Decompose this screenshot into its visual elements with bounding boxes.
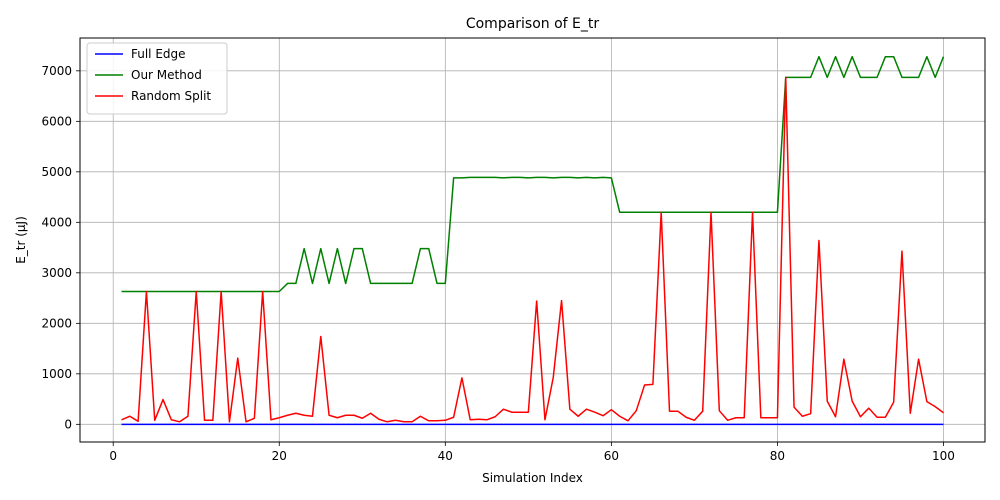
legend-label: Random Split [131, 89, 211, 103]
x-tick-label: 60 [604, 449, 619, 463]
chart-title: Comparison of E_tr [466, 16, 600, 32]
legend-label: Full Edge [131, 47, 186, 61]
y-tick-label: 5000 [41, 165, 72, 179]
x-tick-label: 0 [109, 449, 117, 463]
legend-label: Our Method [131, 68, 202, 82]
x-axis-label: Simulation Index [482, 471, 583, 485]
y-tick-label: 2000 [41, 316, 72, 330]
x-tick-label: 20 [272, 449, 287, 463]
x-tick-label: 80 [770, 449, 785, 463]
legend: Full Edge Our Method Random Split [86, 42, 228, 115]
y-tick-label: 0 [64, 417, 72, 431]
y-tick-label: 7000 [41, 64, 72, 78]
y-tick-label: 3000 [41, 266, 72, 280]
y-tick-label: 1000 [41, 367, 72, 381]
grid-lines [80, 38, 985, 442]
x-tick-label: 40 [438, 449, 453, 463]
axis-ticks: 0 20 40 60 80 1000100020003000400050006000700… [41, 64, 954, 463]
series-lines [121, 55, 945, 426]
y-tick-label: 6000 [41, 114, 72, 128]
series-line-random-split [121, 76, 944, 423]
plot-frame [79, 37, 986, 443]
y-tick-label: 4000 [41, 215, 72, 229]
y-axis-label: E_tr (μJ) [14, 216, 28, 264]
series-line-our-method [121, 55, 945, 293]
x-tick-label: 100 [932, 449, 955, 463]
